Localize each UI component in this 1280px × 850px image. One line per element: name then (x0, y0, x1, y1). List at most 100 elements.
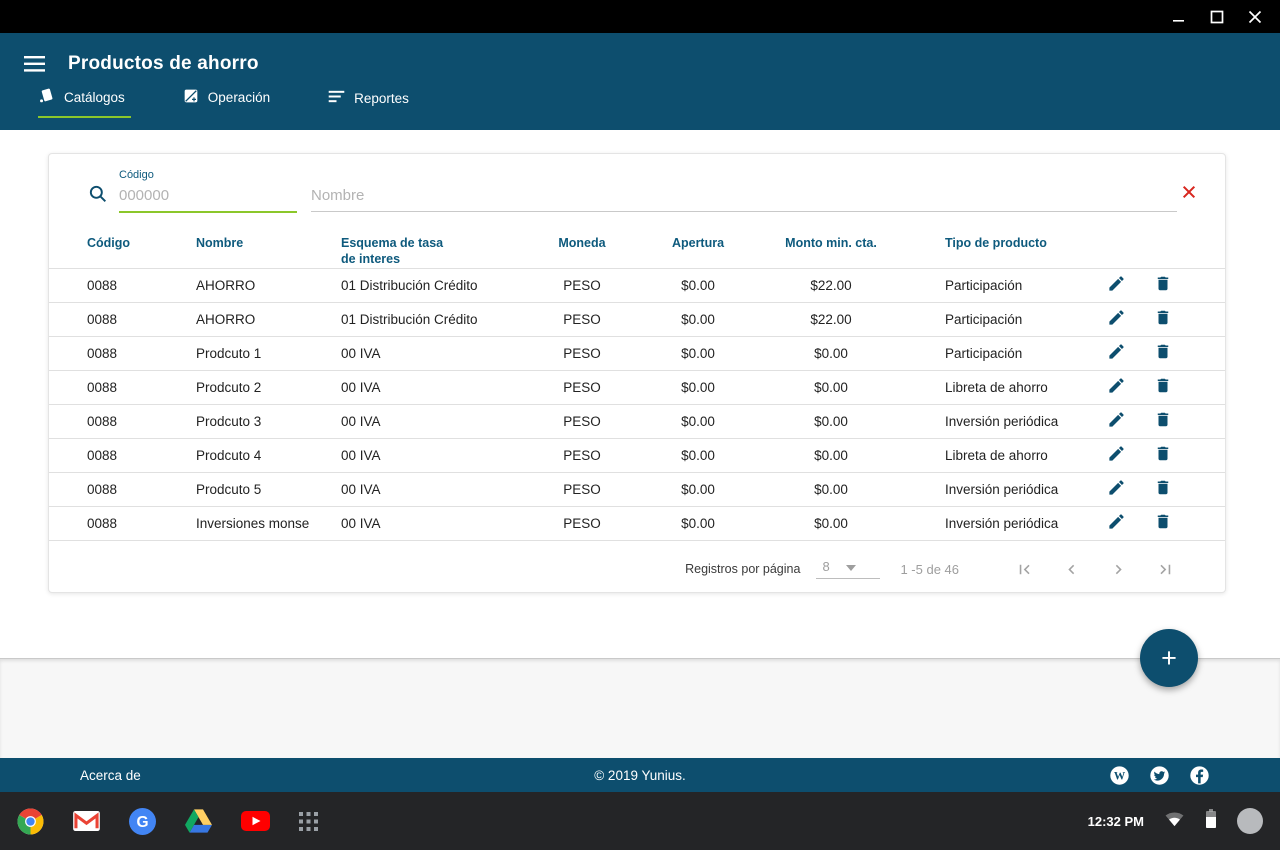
page-size-select[interactable]: 8 (816, 559, 881, 579)
delete-row-button[interactable] (1154, 444, 1172, 466)
copyright-text: © 2019 Yunius. (594, 767, 686, 783)
codigo-field-label: Código (119, 169, 154, 181)
table-row: 0088 Prodcuto 1 00 IVA PESO $0.00 $0.00 Partic… (49, 336, 1225, 371)
youtube-icon[interactable] (241, 811, 270, 831)
delete-row-button[interactable] (1154, 512, 1172, 534)
previous-page-icon[interactable] (1062, 560, 1081, 579)
clock-label[interactable]: 12:32 PM (1087, 813, 1144, 829)
tab-label: Reportes (354, 90, 409, 106)
cell-monto: $0.00 (761, 506, 901, 541)
close-icon[interactable] (1248, 10, 1262, 24)
battery-icon (1205, 808, 1217, 834)
window-titlebar (0, 0, 1280, 33)
delete-row-button[interactable] (1154, 478, 1172, 500)
tab-bar: Catálogos Operación Reportes (0, 87, 1280, 118)
gmail-icon[interactable] (73, 811, 100, 831)
cell-esquema: 00 IVA (341, 438, 529, 473)
edit-row-button[interactable] (1107, 376, 1126, 398)
catalog-icon (38, 87, 55, 107)
cell-apertura: $0.00 (635, 404, 761, 439)
clear-search-icon[interactable] (1181, 184, 1197, 203)
codigo-input[interactable] (119, 185, 297, 213)
edit-row-button[interactable] (1107, 342, 1126, 364)
cell-esquema: 00 IVA (341, 472, 529, 507)
cell-tipo: Libreta de ahorro (901, 438, 1089, 473)
table-row: 0088 Inversiones monse 00 IVA PESO $0.00 $0.0… (49, 506, 1225, 541)
facebook-icon[interactable] (1189, 765, 1210, 786)
cell-actions (1089, 268, 1225, 303)
cell-codigo: 0088 (49, 506, 196, 541)
cell-tipo: Inversión periódica (901, 472, 1089, 507)
page-range-label: 1 -5 de 46 (900, 561, 959, 577)
cell-monto: $22.00 (761, 268, 901, 303)
twitter-icon[interactable] (1149, 765, 1170, 786)
edit-row-button[interactable] (1107, 444, 1126, 466)
cell-codigo: 0088 (49, 438, 196, 473)
google-icon[interactable]: G (129, 807, 156, 835)
rows-per-page-label: Registros por página (685, 562, 801, 576)
cell-nombre: Inversiones monse (196, 506, 341, 541)
wifi-icon (1164, 810, 1185, 832)
tab-label: Operación (207, 90, 271, 105)
cell-apertura: $0.00 (635, 336, 761, 371)
cell-nombre: Prodcuto 2 (196, 370, 341, 405)
edit-row-button[interactable] (1107, 274, 1126, 296)
account-avatar[interactable] (1237, 808, 1263, 834)
cell-actions (1089, 506, 1225, 541)
nombre-input[interactable] (311, 185, 1177, 212)
status-tray[interactable]: 12:32 PM (1088, 808, 1280, 834)
cell-esquema: 01 Distribución Crédito (341, 268, 529, 303)
add-product-button[interactable]: + (1140, 629, 1198, 687)
next-page-icon[interactable] (1109, 560, 1128, 579)
cell-apertura: $0.00 (635, 472, 761, 507)
edit-row-button[interactable] (1107, 478, 1126, 500)
delete-row-button[interactable] (1154, 410, 1172, 432)
tab-catalogos[interactable]: Catálogos (38, 87, 131, 118)
col-header-codigo: Código (49, 226, 196, 269)
delete-row-button[interactable] (1154, 376, 1172, 398)
edit-row-button[interactable] (1107, 308, 1126, 330)
tab-operacion[interactable]: Operación (183, 88, 276, 118)
chrome-icon[interactable] (17, 808, 44, 835)
cell-codigo: 0088 (49, 336, 196, 371)
operation-icon (183, 88, 199, 107)
taskbar-apps: G (0, 807, 318, 835)
cell-codigo: 0088 (49, 370, 196, 405)
minimize-icon[interactable] (1172, 10, 1186, 24)
maximize-icon[interactable] (1210, 10, 1224, 24)
last-page-icon[interactable] (1156, 560, 1175, 579)
cell-monto: $22.00 (761, 302, 901, 337)
delete-row-button[interactable] (1154, 308, 1172, 330)
reports-icon (328, 89, 345, 107)
edit-row-button[interactable] (1107, 512, 1126, 534)
edit-row-button[interactable] (1107, 410, 1126, 432)
about-link[interactable]: Acerca de (80, 767, 141, 783)
page-title: Productos de ahorro (68, 53, 259, 74)
cell-tipo: Inversión periódica (901, 506, 1089, 541)
wordpress-icon[interactable]: W (1109, 765, 1130, 786)
page-size-value: 8 (822, 559, 830, 574)
cell-monto: $0.00 (761, 370, 901, 405)
col-header-monto: Monto min. cta. (761, 226, 901, 269)
col-header-nombre: Nombre (196, 226, 341, 269)
delete-row-button[interactable] (1154, 342, 1172, 364)
cell-apertura: $0.00 (635, 506, 761, 541)
cell-esquema: 00 IVA (341, 506, 529, 541)
menu-icon[interactable] (24, 56, 45, 72)
cell-esquema: 00 IVA (341, 336, 529, 371)
cell-esquema: 00 IVA (341, 370, 529, 405)
chevron-down-icon (845, 559, 856, 574)
col-header-tipo: Tipo de producto (901, 226, 1089, 269)
cell-moneda: PESO (529, 302, 635, 337)
cell-actions (1089, 438, 1225, 473)
first-page-icon[interactable] (1015, 560, 1034, 579)
table-row: 0088 AHORRO 01 Distribución Crédito PESO $0.… (49, 268, 1225, 303)
tab-reportes[interactable]: Reportes (328, 89, 415, 118)
col-header-apertura: Apertura (635, 226, 761, 269)
delete-row-button[interactable] (1154, 274, 1172, 296)
cell-actions (1089, 370, 1225, 405)
launcher-icon[interactable] (299, 811, 318, 831)
drive-icon[interactable] (185, 809, 212, 833)
social-links: W (1109, 765, 1210, 786)
cell-nombre: AHORRO (196, 268, 341, 303)
